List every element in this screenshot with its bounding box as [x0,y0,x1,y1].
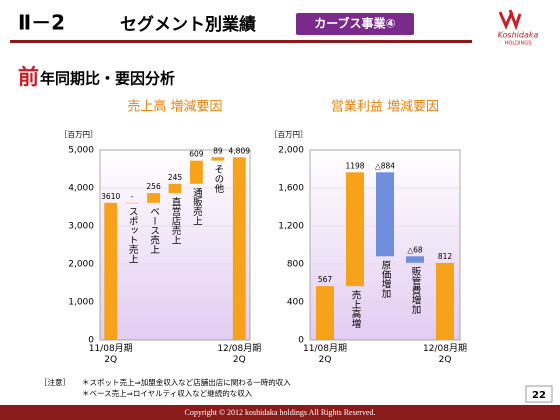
x-tick-label: 12/08月期 2Q [217,344,262,365]
y-tick-label: 2,000 [278,146,304,156]
value-label: △68 [407,245,423,254]
category-label: その他 [212,165,224,194]
y-tick-label: 0 [88,336,94,346]
category-label: 売上高増 [350,289,362,329]
notes-label: ［注意］ [40,377,70,387]
bar [316,286,334,340]
category-label: 直営店売上 [170,196,182,244]
subtitle-first: 前 [18,65,39,89]
y-tick-label: 400 [287,298,304,308]
value-label: 567 [318,275,333,284]
value-label: 609 [189,150,204,159]
plot-area [100,150,250,340]
y-tick-label: 5,000 [68,146,94,156]
note-line: ＊スポット売上⇒加盟金収入など店舗出店に関わる一時的収入 [82,377,291,387]
bar [436,262,454,340]
bar [346,172,364,287]
plot-frame [309,149,461,341]
bar [125,202,139,204]
category-label: 通販売上 [191,188,203,226]
bar [190,160,203,184]
bar [376,172,394,257]
x-tick-label: 12/08月期 2Q [423,344,467,365]
section-number: Ⅱ－2 [18,11,65,35]
value-label: 812 [438,252,453,261]
value-label: 256 [146,182,161,191]
category-label: ベース売上 [148,207,160,255]
y-tick-label: 1,200 [278,222,304,232]
y-tick-label: 1,000 [68,298,94,308]
value-label: 89 [213,146,223,155]
note-line: ＊ベース売上⇒ロイヤルティ収入など継続的な収入 [82,388,253,398]
logo-mark [498,9,522,31]
value-label: 1198 [345,161,364,170]
page-box [525,385,553,403]
badge-text: カーブス事業④ [314,16,395,31]
y-tick-label: 0 [298,336,304,346]
x-tick-label: 11/08月期 2Q [88,344,133,365]
subtitle-rest: 年同期比・要因分析 [40,70,175,88]
y-tick-label: 4,000 [68,184,94,194]
unit-label: ［百万円］ [60,130,98,139]
y-tick-label: 3,000 [68,222,94,232]
chart-title: 営業利益 増減要因 [331,99,439,115]
x-tick-label: 11/08月期 2Q [303,344,347,365]
y-tick-label: 2,000 [68,260,94,270]
chart-title: 売上高 増減要因 [127,99,222,115]
bar [406,256,424,263]
logo-name: Koshidaka [498,31,539,40]
value-label: - [131,192,134,201]
category-label: 原価増加 [380,260,392,299]
header-rule [10,40,472,43]
value-label: 245 [168,173,183,182]
page-number: 22 [532,390,546,401]
copyright: Copyright © 2012 koshidaka holdings All … [185,408,376,417]
bar [147,193,160,203]
y-tick-label: 800 [287,260,304,270]
value-label: △884 [375,161,395,170]
logo-sub: HOLDINGS [505,41,532,47]
slide-title: セグメント別業績 [120,14,256,35]
bar [232,157,246,340]
bar [168,183,182,194]
value-label: 4,809 [229,146,251,155]
category-label: 販管費増加 [410,266,422,315]
category-label: スポット売上 [127,207,139,264]
badge [296,13,414,35]
plot-frame [99,149,251,341]
unit-label: ［百万円］ [270,130,308,139]
y-tick-label: 1,600 [278,184,304,194]
bar [211,157,225,161]
bar [104,202,118,340]
value-label: 3610 [101,192,120,201]
footer-band [0,405,560,420]
